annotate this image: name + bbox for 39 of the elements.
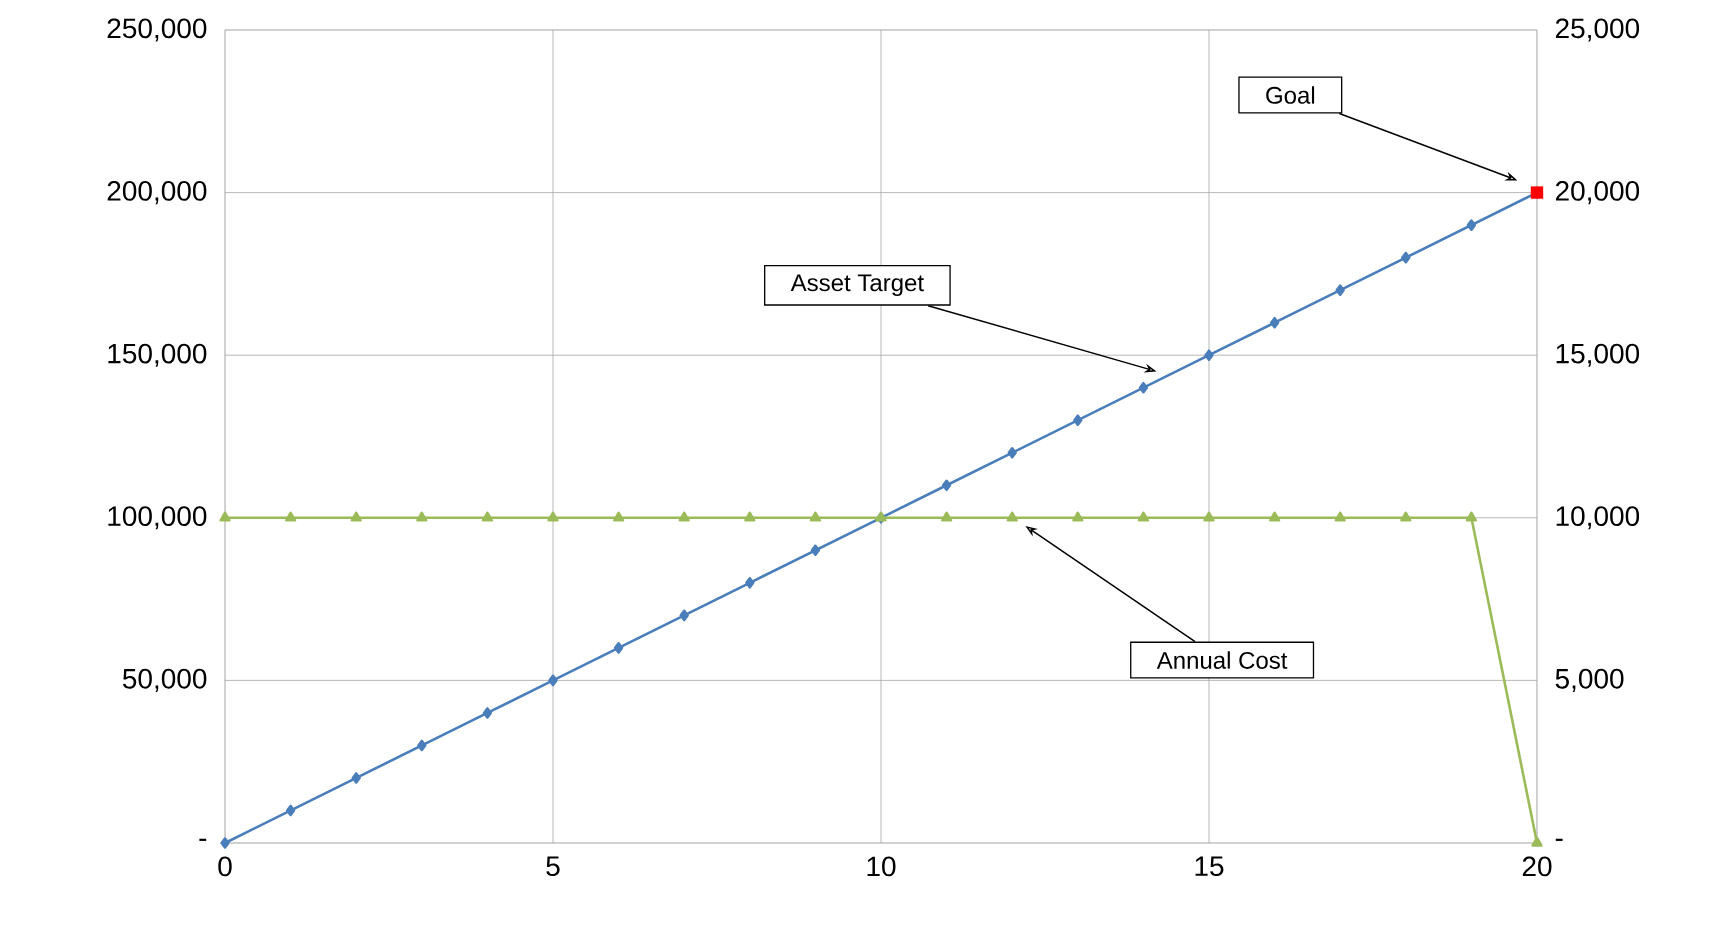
y2-tick-label: 10,000 bbox=[1556, 506, 1640, 530]
annotation: Asset Target bbox=[790, 274, 924, 297]
point bbox=[613, 642, 624, 654]
x-tick-label: 10 bbox=[867, 856, 896, 877]
y2-tick-label: - bbox=[1555, 838, 1563, 841]
point bbox=[417, 739, 427, 752]
point bbox=[1073, 414, 1083, 427]
point bbox=[1007, 446, 1017, 459]
x-tick-label: 15 bbox=[1195, 856, 1224, 877]
point bbox=[745, 577, 755, 589]
annotation: Goal bbox=[1266, 86, 1315, 104]
y2-tick-label: 15,000 bbox=[1556, 343, 1640, 367]
annotation: Annual Cost bbox=[1156, 651, 1288, 669]
point bbox=[1269, 316, 1280, 329]
y-tick-label: - bbox=[199, 838, 207, 841]
point bbox=[1138, 381, 1149, 394]
point bbox=[679, 609, 689, 622]
y2-tick-label: 25,000 bbox=[1555, 18, 1640, 42]
point bbox=[548, 674, 558, 687]
point bbox=[1466, 219, 1477, 231]
point bbox=[220, 837, 230, 849]
y2-tick-label: 20,000 bbox=[1555, 181, 1640, 205]
x-tick-label: 0 bbox=[218, 856, 232, 877]
point bbox=[941, 479, 952, 492]
point bbox=[1204, 349, 1214, 361]
y-tick-label: 200,000 bbox=[107, 181, 207, 205]
y2-tick-label: 5,000 bbox=[1555, 668, 1624, 692]
point bbox=[285, 804, 296, 817]
point bbox=[1335, 284, 1345, 296]
point bbox=[1401, 251, 1411, 264]
x-tick-label: 20 bbox=[1522, 856, 1552, 877]
y-tick-label: 100,000 bbox=[108, 506, 207, 530]
point bbox=[482, 707, 493, 719]
y-tick-label: 150,000 bbox=[108, 343, 207, 367]
point bbox=[810, 544, 821, 557]
point bbox=[351, 772, 361, 784]
y-tick-label: 50,000 bbox=[122, 668, 207, 692]
x-tick-label: 5 bbox=[546, 856, 560, 877]
y-tick-label: 250,000 bbox=[107, 18, 207, 42]
